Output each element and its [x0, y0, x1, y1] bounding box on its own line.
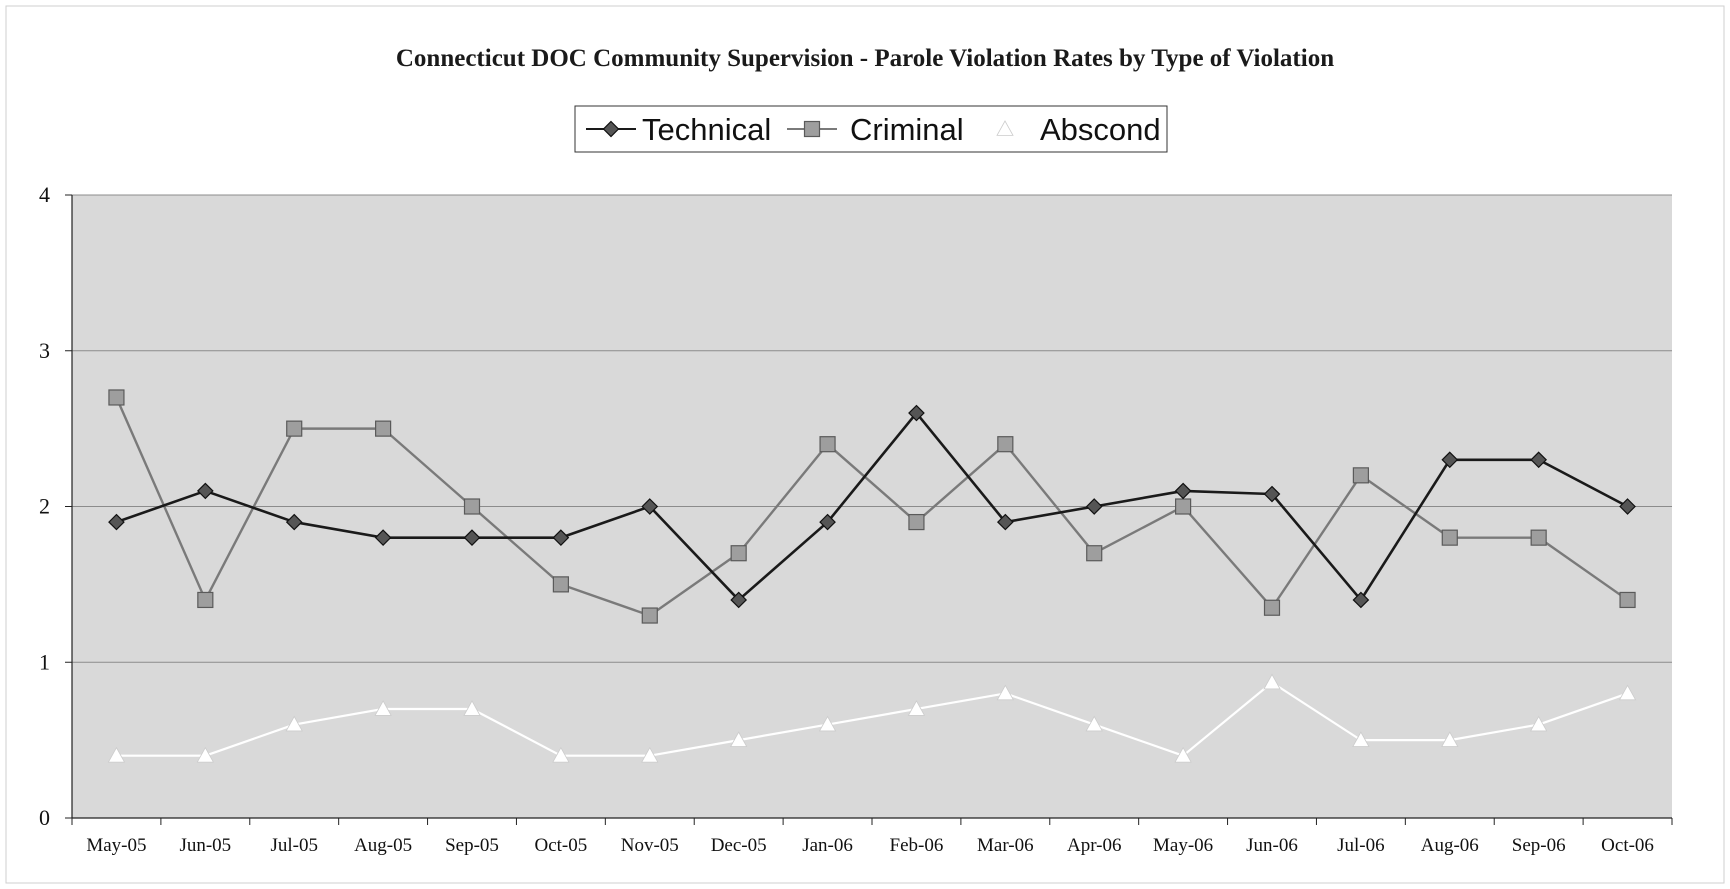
x-tick-label: Jul-06: [1337, 835, 1385, 856]
y-tick-label: 1: [39, 649, 50, 674]
y-tick-label: 0: [39, 805, 50, 830]
data-point-criminal: [1531, 530, 1546, 545]
chart-title: Connecticut DOC Community Supervision - …: [396, 45, 1334, 72]
data-point-criminal: [1265, 600, 1280, 615]
legend-label-criminal: Criminal: [850, 112, 964, 147]
data-point-criminal: [465, 499, 480, 514]
legend-label-abscond: Abscond: [1040, 112, 1161, 147]
data-point-criminal: [731, 546, 746, 561]
data-point-criminal: [820, 437, 835, 452]
data-point-criminal: [287, 421, 302, 436]
x-tick-label: Oct-05: [535, 835, 588, 856]
y-tick-label: 2: [39, 494, 50, 519]
x-tick-label: May-06: [1153, 835, 1213, 856]
x-tick-label: Aug-05: [354, 835, 412, 856]
x-tick-label: Sep-06: [1512, 835, 1566, 856]
x-tick-label: Dec-05: [711, 835, 767, 856]
x-tick-label: Mar-06: [977, 835, 1034, 856]
y-tick-label: 4: [39, 182, 50, 207]
x-tick-label: May-05: [86, 835, 146, 856]
x-tick-label: Nov-05: [621, 835, 679, 856]
data-point-criminal: [553, 577, 568, 592]
data-point-criminal: [642, 608, 657, 623]
y-tick-label: 3: [39, 338, 50, 363]
data-point-criminal: [1620, 592, 1635, 607]
x-tick-label: Sep-05: [445, 835, 499, 856]
data-point-criminal: [1442, 530, 1457, 545]
legend-label-technical: Technical: [642, 112, 771, 147]
x-tick-label: Jul-05: [270, 835, 318, 856]
x-tick-label: Oct-06: [1601, 835, 1654, 856]
data-point-criminal: [109, 390, 124, 405]
legend-marker-criminal: [805, 122, 820, 137]
x-tick-label: Feb-06: [890, 835, 944, 856]
data-point-criminal: [998, 437, 1013, 452]
x-tick-label: Apr-06: [1067, 835, 1122, 856]
x-tick-label: Jun-06: [1246, 835, 1298, 856]
data-point-criminal: [198, 592, 213, 607]
x-tick-label: Jan-06: [802, 835, 853, 856]
x-tick-label: Aug-06: [1421, 835, 1479, 856]
data-point-criminal: [1176, 499, 1191, 514]
legend: Technical Criminal Abscond: [575, 106, 1167, 152]
data-point-criminal: [1087, 546, 1102, 561]
data-point-criminal: [909, 515, 924, 530]
x-tick-label: Jun-05: [179, 835, 231, 856]
data-point-criminal: [376, 421, 391, 436]
data-point-criminal: [1353, 468, 1368, 483]
